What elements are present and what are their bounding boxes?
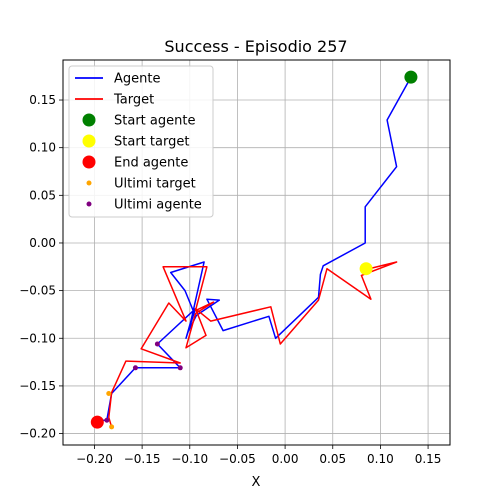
y-axis: −0.20 −0.15 −0.10 −0.05 0.00 0.05 0.10 0.15	[19, 93, 63, 441]
x-tick-label: 0.10	[367, 452, 394, 466]
legend: Agente Target Start agente Start target End …	[68, 65, 214, 218]
marker-start-agente	[404, 70, 418, 84]
x-axis-label: X	[252, 475, 261, 490]
x-tick-label: 0.05	[319, 452, 346, 466]
series-group	[97, 76, 412, 428]
marker-ultimi-target	[106, 391, 112, 397]
marker-end-agente	[90, 415, 104, 429]
x-tick-label: −0.05	[219, 452, 256, 466]
marker-ultimi-agente	[177, 365, 183, 371]
x-tick-label: −0.15	[124, 452, 161, 466]
legend-swatch-start-target	[82, 134, 96, 148]
y-tick-label: 0.00	[29, 236, 56, 250]
marker-ultimi-agente	[154, 341, 160, 347]
x-tick-label: 0.15	[415, 452, 442, 466]
marker-ultimi-agente	[132, 365, 138, 371]
y-tick-label: −0.10	[19, 331, 56, 345]
y-tick-label: 0.05	[29, 188, 56, 202]
legend-label-start-target: Start target	[114, 135, 189, 150]
chart-title: Success - Episodio 257	[164, 37, 347, 56]
plot-frame	[62, 59, 451, 446]
x-tick-label: −0.20	[76, 452, 113, 466]
legend-swatch-end-agente	[82, 155, 96, 169]
legend-label-target: Target	[113, 93, 154, 108]
legend-label-ultimi-target: Ultimi target	[114, 177, 196, 192]
legend-label-end-agente: End agente	[114, 156, 188, 171]
legend-swatch-ultimi-target	[86, 180, 92, 186]
y-axis-label: Y	[0, 249, 4, 258]
legend-swatch-ultimi-agente	[86, 201, 92, 207]
legend-label-agente: Agente	[114, 72, 160, 87]
x-tick-label: 0.00	[272, 452, 299, 466]
legend-label-start-agente: Start agente	[114, 114, 195, 129]
legend-swatch-start-agente	[82, 113, 96, 127]
x-axis: −0.20 −0.15 −0.10 −0.05 0.00 0.05 0.10 0.15	[76, 445, 441, 466]
y-tick-label: −0.15	[19, 379, 56, 393]
legend-label-ultimi-agente: Ultimi agente	[114, 198, 202, 213]
marker-ultimi-target	[109, 424, 115, 430]
x-tick-label: −0.10	[171, 452, 208, 466]
y-tick-label: −0.20	[19, 427, 56, 441]
y-tick-label: −0.05	[19, 284, 56, 298]
marker-start-target	[359, 262, 373, 276]
y-tick-label: 0.15	[29, 93, 56, 107]
markers-group	[90, 70, 418, 430]
y-tick-label: 0.10	[29, 141, 56, 155]
legend-box	[68, 65, 214, 218]
marker-ultimi-agente	[104, 417, 110, 423]
series-line-target	[108, 261, 398, 428]
